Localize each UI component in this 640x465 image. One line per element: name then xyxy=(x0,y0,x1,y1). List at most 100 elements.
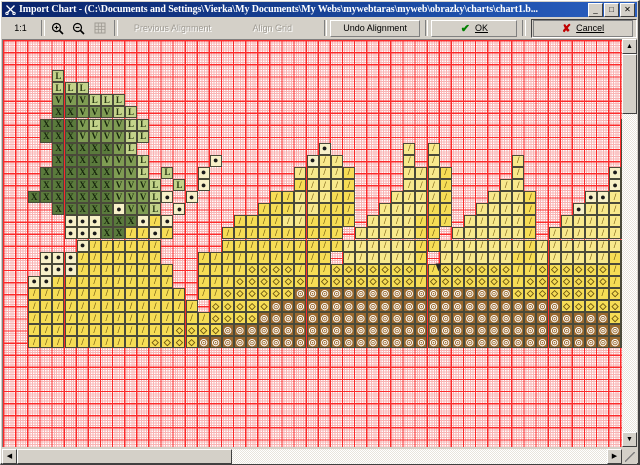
stitch-cell: / xyxy=(149,275,162,288)
stitch-cell: ◇ xyxy=(584,287,597,300)
stitch-cell: / xyxy=(294,203,307,216)
stitch-cell: / xyxy=(318,203,331,216)
stitch-cell: / xyxy=(451,239,464,252)
stitch-cell: V xyxy=(112,142,125,155)
stitch-cell: / xyxy=(572,239,585,252)
stitch-cell: ◇ xyxy=(596,275,609,288)
zoom-ratio-button[interactable]: 1:1 xyxy=(14,23,27,33)
ok-button[interactable]: ✔ OK xyxy=(431,19,518,37)
stitch-cell: / xyxy=(415,239,428,252)
maximize-button[interactable]: □ xyxy=(604,2,619,17)
stitch-cell: / xyxy=(621,154,622,167)
stitch-cell: ◎ xyxy=(391,312,404,325)
stitch-cell: ◇ xyxy=(451,275,464,288)
stitch-cell: V xyxy=(112,130,125,143)
chart-canvas[interactable]: LLLLVVVLLLXXVVVLLXXXVLVVLL/XXXVVVVLL/XXX… xyxy=(2,39,622,447)
window-title: Import Chart - (C:\Documents and Setting… xyxy=(19,4,538,15)
stitch-cell: / xyxy=(488,239,501,252)
stitch-cell: / xyxy=(209,251,222,264)
stitch-cell: / xyxy=(391,215,404,228)
stitch-cell: ◎ xyxy=(463,324,476,337)
horizontal-scroll-thumb[interactable] xyxy=(17,449,232,464)
stitch-cell: / xyxy=(330,227,343,240)
stitch-cell: / xyxy=(548,239,561,252)
stitch-cell: ◎ xyxy=(318,324,331,337)
stitch-cell: ◎ xyxy=(512,324,525,337)
stitch-cell: V xyxy=(100,106,113,119)
scroll-up-button[interactable]: ▲ xyxy=(622,39,637,54)
stitch-cell: ◇ xyxy=(258,300,271,313)
vertical-scrollbar[interactable]: ▲ ▼ xyxy=(622,39,637,447)
cancel-button[interactable]: ✘ Cancel xyxy=(533,19,634,37)
stitch-cell: X xyxy=(88,142,101,155)
stitch-cell: ◎ xyxy=(621,324,622,337)
stitch-cell: / xyxy=(379,215,392,228)
previous-alignment-button[interactable]: Previous Alignment xyxy=(133,23,211,33)
stitch-cell: L xyxy=(125,118,138,131)
fit-to-grid-icon[interactable] xyxy=(90,20,109,37)
stitch-cell: / xyxy=(125,287,138,300)
stitch-cell: / xyxy=(475,215,488,228)
zoom-in-icon[interactable] xyxy=(48,20,67,37)
stitch-cell: ◎ xyxy=(572,336,585,349)
stitch-cell: / xyxy=(621,191,622,204)
stitch-cell: / xyxy=(173,300,186,313)
stitch-cell: X xyxy=(76,142,89,155)
stitch-cell: / xyxy=(125,312,138,325)
stitch-cell: X xyxy=(28,191,41,204)
stitch-cell: ● xyxy=(28,275,41,288)
stitch-cell: X xyxy=(100,191,113,204)
stitch-cell: ◎ xyxy=(415,287,428,300)
stitch-cell: / xyxy=(258,239,271,252)
stitch-cell: L xyxy=(137,118,150,131)
title-bar[interactable]: Import Chart - (C:\Documents and Setting… xyxy=(2,2,637,17)
stitch-cell: / xyxy=(52,275,65,288)
stitch-cell: ◎ xyxy=(524,324,537,337)
resize-grip[interactable] xyxy=(622,449,637,464)
stitch-cell: / xyxy=(572,215,585,228)
scroll-left-button[interactable]: ◀ xyxy=(2,449,17,464)
stitch-cell: / xyxy=(318,215,331,228)
stitch-cell: / xyxy=(524,251,537,264)
stitch-cell: ◎ xyxy=(475,336,488,349)
stitch-cell: / xyxy=(379,203,392,216)
undo-alignment-button[interactable]: Undo Alignment xyxy=(330,19,420,37)
stitch-cell: / xyxy=(306,203,319,216)
scroll-down-button[interactable]: ▼ xyxy=(622,432,637,447)
stitch-cell: ◇ xyxy=(621,300,622,313)
stitch-cell: ◎ xyxy=(391,336,404,349)
stitch-cell: / xyxy=(112,287,125,300)
stitch-cell: ◎ xyxy=(270,336,283,349)
x-icon: ✘ xyxy=(561,22,572,35)
minimize-button[interactable]: _ xyxy=(588,2,603,17)
close-button[interactable]: ✕ xyxy=(620,2,635,17)
stitch-cell: / xyxy=(584,239,597,252)
stitch-cell: ◎ xyxy=(536,312,549,325)
stitch-cell: X xyxy=(100,142,113,155)
stitch-cell: / xyxy=(306,251,319,264)
stitch-cell: / xyxy=(306,275,319,288)
scroll-right-button[interactable]: ▶ xyxy=(607,449,622,464)
vertical-scroll-thumb[interactable] xyxy=(622,54,637,114)
stitch-cell: / xyxy=(76,275,89,288)
stitch-cell: / xyxy=(512,263,525,276)
horizontal-scrollbar[interactable]: ◀ ▶ xyxy=(2,449,622,464)
stitch-cell: X xyxy=(40,118,53,131)
stitch-cell: L xyxy=(149,191,162,204)
stitch-cell: / xyxy=(149,287,162,300)
stitch-cell: / xyxy=(76,324,89,337)
stitch-cell: V xyxy=(76,130,89,143)
align-grid-button[interactable]: Align Grid xyxy=(252,23,293,33)
stitch-cell: ◎ xyxy=(367,336,380,349)
cancel-button-frame: ✘ Cancel xyxy=(531,18,638,38)
stitch-cell: ● xyxy=(64,215,77,228)
stitch-cell: V xyxy=(137,179,150,192)
stitch-cell: X xyxy=(64,154,77,167)
stitch-cell: / xyxy=(112,275,125,288)
stitch-cell: L xyxy=(64,82,77,95)
stitch-cell: L xyxy=(76,82,89,95)
stitch-cell: X xyxy=(88,166,101,179)
stitch-cell: / xyxy=(560,251,573,264)
zoom-out-icon[interactable] xyxy=(69,20,88,37)
stitch-cell: ◇ xyxy=(294,275,307,288)
